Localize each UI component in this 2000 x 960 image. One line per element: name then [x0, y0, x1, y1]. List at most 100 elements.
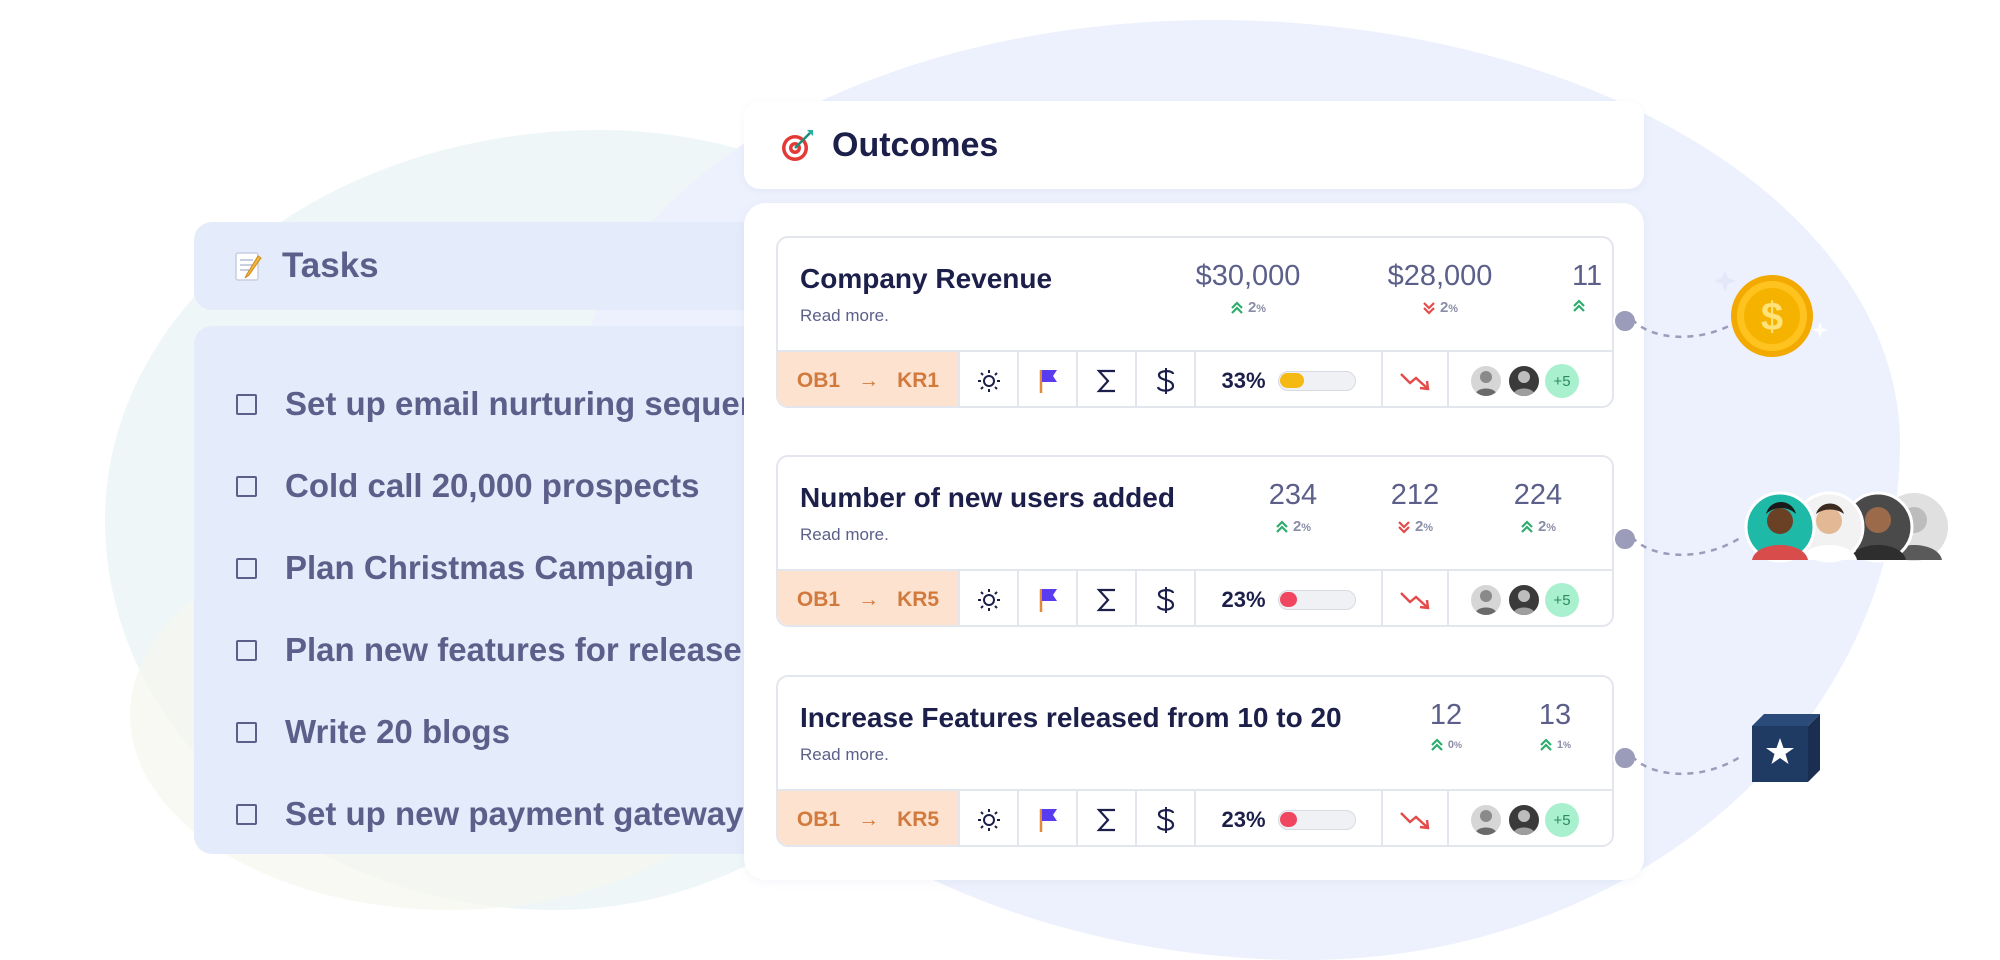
flag-button[interactable]	[1019, 571, 1078, 625]
avatar	[1507, 803, 1541, 837]
more-assignees-badge[interactable]: +5	[1545, 803, 1579, 837]
assignees[interactable]: +5	[1449, 791, 1589, 845]
assignees[interactable]: +5	[1449, 571, 1589, 625]
task-checkbox[interactable]	[236, 721, 257, 743]
outcome-card[interactable]: Company Revenue Read more. $30,000 2% $2…	[776, 236, 1614, 408]
metric: 224 2%	[1478, 479, 1598, 535]
double-chevron-up-icon	[1276, 519, 1288, 533]
task-checkbox[interactable]	[236, 393, 257, 415]
objective-code: OB1	[796, 369, 841, 392]
avatar	[1469, 583, 1503, 617]
progress-fill	[1279, 373, 1304, 388]
currency-button[interactable]	[1137, 791, 1196, 845]
brightness-button[interactable]	[960, 791, 1019, 845]
progress-bar	[1277, 371, 1356, 391]
currency-button[interactable]	[1137, 571, 1196, 625]
metric-value: 212	[1390, 479, 1440, 511]
metric: $30,000 2%	[1188, 260, 1308, 316]
task-label: Plan new features for release	[285, 631, 742, 668]
objective-code: OB1	[796, 808, 841, 831]
okr-link[interactable]: OB1 → KR1	[778, 352, 960, 406]
metric-change: 2%	[1233, 518, 1353, 535]
sigma-icon	[1096, 808, 1115, 832]
metric: 11	[1572, 260, 1612, 313]
double-chevron-down-icon	[1398, 520, 1410, 534]
task-item[interactable]: Write 20 blogs	[236, 710, 510, 754]
brightness-button[interactable]	[960, 571, 1019, 625]
progress-cell: 23%	[1196, 571, 1383, 625]
metric-change-unit: %	[1301, 522, 1312, 534]
dollar-icon	[1156, 587, 1174, 613]
tasks-title: Tasks	[282, 246, 379, 285]
avatar	[1469, 803, 1503, 837]
trend-button[interactable]	[1383, 791, 1449, 845]
outcome-card[interactable]: Number of new users added Read more. 234…	[776, 455, 1614, 627]
metric-change-value: 2	[1414, 518, 1424, 535]
task-checkbox[interactable]	[236, 475, 257, 497]
double-chevron-up-icon	[1431, 738, 1443, 751]
connector-line	[1631, 755, 1741, 775]
task-item[interactable]: Plan new features for release	[236, 628, 742, 672]
trend-button[interactable]	[1383, 352, 1449, 406]
progress-fill	[1279, 592, 1297, 607]
star-box-icon	[1752, 714, 1820, 782]
metric-value: $28,000	[1387, 260, 1493, 292]
trend-button[interactable]	[1383, 571, 1449, 625]
svg-text:$: $	[1761, 295, 1783, 339]
okr-link[interactable]: OB1 → KR5	[778, 571, 960, 625]
dollar-icon	[1156, 368, 1174, 394]
progress-label: 23%	[1221, 587, 1266, 612]
double-chevron-up-icon	[1521, 519, 1533, 533]
sum-button[interactable]	[1078, 571, 1137, 625]
read-more-link[interactable]: Read more.	[800, 525, 889, 544]
metric-change-value: 2	[1247, 299, 1257, 316]
sum-button[interactable]	[1078, 352, 1137, 406]
sum-button[interactable]	[1078, 791, 1137, 845]
task-item[interactable]: Plan Christmas Campaign	[236, 546, 694, 590]
progress-cell: 23%	[1196, 791, 1383, 845]
task-item[interactable]: Set up email nurturing sequence	[236, 382, 794, 426]
progress-bar	[1277, 810, 1356, 830]
trend-down-icon	[1400, 812, 1430, 830]
progress-label: 33%	[1221, 368, 1266, 393]
progress-bar	[1277, 590, 1356, 610]
flag-icon	[1039, 589, 1057, 612]
more-assignees-badge[interactable]: +5	[1545, 583, 1579, 617]
metric-value: 224	[1513, 479, 1563, 511]
metric-change-unit: %	[1256, 303, 1267, 315]
assignees[interactable]: +5	[1449, 352, 1589, 406]
task-label: Set up new payment gateway	[285, 795, 744, 832]
metric-change: 0%	[1386, 738, 1506, 752]
task-item[interactable]: Set up new payment gateway	[236, 792, 743, 836]
metric-change: 2%	[1355, 518, 1475, 535]
more-assignees-badge[interactable]: +5	[1545, 364, 1579, 398]
task-item[interactable]: Cold call 20,000 prospects	[236, 464, 700, 508]
avatar	[1507, 583, 1541, 617]
read-more-link[interactable]: Read more.	[800, 306, 889, 325]
task-checkbox[interactable]	[236, 557, 257, 579]
currency-button[interactable]	[1137, 352, 1196, 406]
metric-value: 12	[1429, 699, 1463, 731]
progress-cell: 33%	[1196, 352, 1383, 406]
task-checkbox[interactable]	[236, 639, 257, 661]
metric-change-value: 2	[1537, 518, 1547, 535]
okr-link[interactable]: OB1 → KR5	[778, 791, 960, 845]
arrow-right-icon: →	[858, 369, 880, 392]
coin-dollar-icon: $	[1714, 270, 1828, 357]
metric: 13 1%	[1495, 699, 1612, 752]
dollar-icon	[1156, 807, 1174, 833]
task-checkbox[interactable]	[236, 803, 257, 825]
metric-change-value: 1	[1556, 739, 1564, 751]
flag-button[interactable]	[1019, 352, 1078, 406]
metric: $28,000 2%	[1380, 260, 1500, 316]
brightness-button[interactable]	[960, 352, 1019, 406]
metric-change-value: 2	[1292, 518, 1302, 535]
outcome-card[interactable]: Increase Features released from 10 to 20…	[776, 675, 1614, 847]
progress-label: 23%	[1221, 807, 1266, 832]
task-label: Cold call 20,000 prospects	[285, 467, 700, 504]
read-more-link[interactable]: Read more.	[800, 745, 889, 764]
double-chevron-up-icon	[1540, 738, 1552, 751]
flag-button[interactable]	[1019, 791, 1078, 845]
avatar	[1507, 364, 1541, 398]
metric-change: 2%	[1478, 518, 1598, 535]
